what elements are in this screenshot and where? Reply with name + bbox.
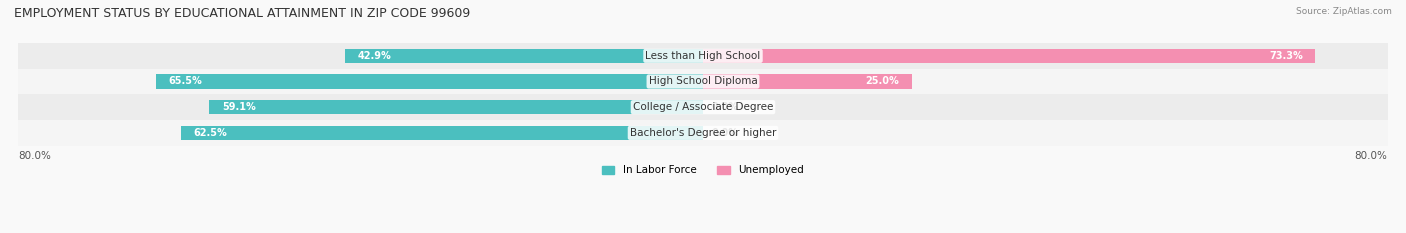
Bar [703, 49, 1315, 63]
Text: Source: ZipAtlas.com: Source: ZipAtlas.com [1296, 7, 1392, 16]
Text: 65.5%: 65.5% [169, 76, 202, 86]
Text: 25.0%: 25.0% [866, 76, 900, 86]
Bar [18, 94, 1388, 120]
Text: High School Diploma: High School Diploma [648, 76, 758, 86]
Bar [156, 74, 703, 89]
Text: Less than High School: Less than High School [645, 51, 761, 61]
Text: 73.3%: 73.3% [1268, 51, 1303, 61]
Bar [703, 74, 912, 89]
Bar [18, 69, 1388, 94]
Bar [209, 100, 703, 114]
Text: 0.0%: 0.0% [711, 102, 738, 112]
Text: Bachelor's Degree or higher: Bachelor's Degree or higher [630, 128, 776, 138]
Bar [181, 126, 703, 140]
Bar [18, 43, 1388, 69]
Text: 0.0%: 0.0% [711, 128, 738, 138]
Text: 42.9%: 42.9% [357, 51, 391, 61]
Text: EMPLOYMENT STATUS BY EDUCATIONAL ATTAINMENT IN ZIP CODE 99609: EMPLOYMENT STATUS BY EDUCATIONAL ATTAINM… [14, 7, 471, 20]
Text: 59.1%: 59.1% [222, 102, 256, 112]
Bar [344, 49, 703, 63]
Text: 62.5%: 62.5% [194, 128, 228, 138]
Bar [18, 120, 1388, 146]
Text: College / Associate Degree: College / Associate Degree [633, 102, 773, 112]
Legend: In Labor Force, Unemployed: In Labor Force, Unemployed [598, 161, 808, 180]
